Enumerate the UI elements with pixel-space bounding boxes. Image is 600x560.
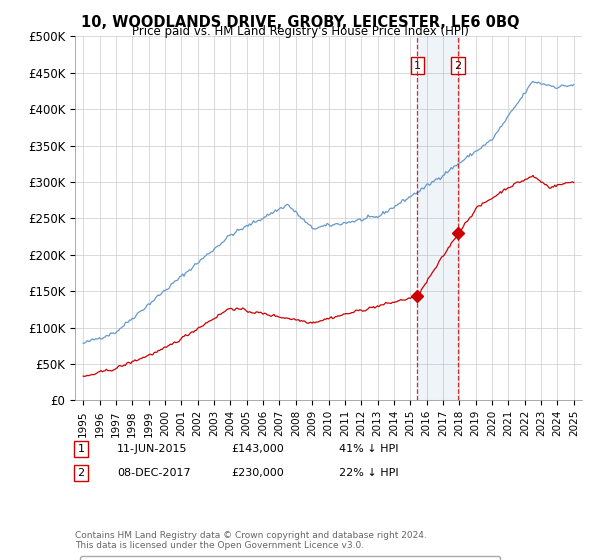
Text: 11-JUN-2015: 11-JUN-2015 [117, 444, 187, 454]
Legend: 10, WOODLANDS DRIVE, GROBY, LEICESTER, LE6 0BQ (detached house), HPI: Average pr: 10, WOODLANDS DRIVE, GROBY, LEICESTER, L… [80, 556, 500, 560]
Text: 41% ↓ HPI: 41% ↓ HPI [339, 444, 398, 454]
Text: Price paid vs. HM Land Registry's House Price Index (HPI): Price paid vs. HM Land Registry's House … [131, 25, 469, 38]
Text: £143,000: £143,000 [231, 444, 284, 454]
Bar [418, 36, 458, 400]
Text: 1: 1 [77, 444, 85, 454]
Text: Contains HM Land Registry data © Crown copyright and database right 2024.
This d: Contains HM Land Registry data © Crown c… [75, 530, 427, 550]
Text: 10, WOODLANDS DRIVE, GROBY, LEICESTER, LE6 0BQ: 10, WOODLANDS DRIVE, GROBY, LEICESTER, L… [81, 15, 519, 30]
Text: 08-DEC-2017: 08-DEC-2017 [117, 468, 191, 478]
Text: 2: 2 [454, 60, 461, 71]
Text: 1: 1 [414, 60, 421, 71]
Text: £230,000: £230,000 [231, 468, 284, 478]
Text: 22% ↓ HPI: 22% ↓ HPI [339, 468, 398, 478]
Text: 2: 2 [77, 468, 85, 478]
